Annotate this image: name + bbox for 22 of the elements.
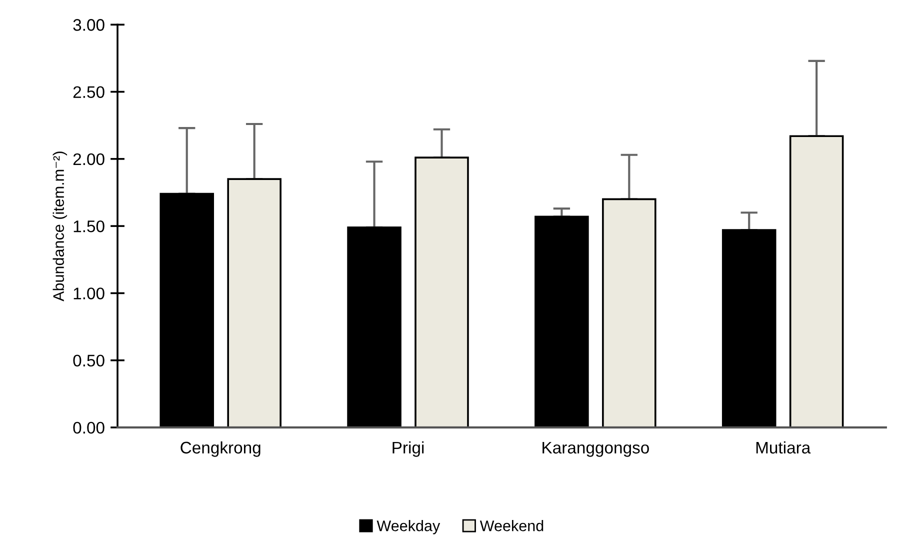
bar — [789, 135, 844, 428]
bar — [414, 156, 469, 428]
x-tick-label: Karanggongso — [542, 442, 649, 457]
y-tick-label: 0.00 — [73, 422, 104, 434]
bar — [722, 229, 776, 428]
y-axis-title: Abundance (item.m⁻²) — [52, 152, 68, 302]
y-tick-label: 0.50 — [73, 354, 104, 367]
bar — [534, 216, 589, 428]
legend-label: Weekend — [480, 520, 544, 532]
y-tick-label: 1.00 — [74, 288, 104, 300]
x-tick-label: Cengkrong — [180, 441, 260, 457]
bar — [347, 226, 402, 428]
bar — [602, 198, 656, 428]
bar — [160, 192, 214, 428]
y-tick-label: 2.50 — [73, 86, 104, 98]
x-tick-label: Mutiara — [756, 441, 811, 454]
y-tick-label: 1.50 — [74, 220, 104, 232]
legend-label: Weekday — [376, 520, 440, 534]
y-tick-label: 2.00 — [73, 153, 104, 166]
bar — [227, 178, 282, 428]
x-tick-label: Prigi — [392, 441, 424, 457]
y-tick-label: 3.00 — [73, 19, 104, 31]
